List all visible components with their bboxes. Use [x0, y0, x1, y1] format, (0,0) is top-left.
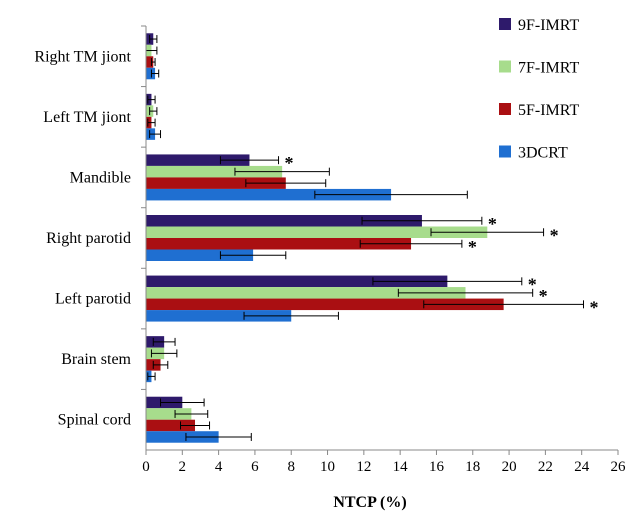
bar-5f-imrt-right-parotid [146, 238, 412, 250]
bar-3dcrt-right-tm-jiont [146, 67, 156, 80]
x-tick-label: 4 [215, 459, 223, 475]
bar-7f-imrt-left-parotid [146, 287, 466, 299]
bar-3dcrt-spinal-cord [146, 431, 219, 443]
category-label: Brain stem [61, 351, 131, 368]
x-tick-label: 26 [611, 459, 627, 475]
bar-9f-imrt-right-parotid [146, 215, 422, 227]
bar-5f-imrt-right-tm-jiont [146, 56, 154, 68]
legend-label: 7F-IMRT [518, 60, 579, 77]
x-tick-label: 16 [429, 459, 445, 475]
x-tick-label: 24 [574, 459, 590, 475]
bar-7f-imrt-mandible [146, 165, 283, 178]
bar-7f-imrt-right-parotid [146, 226, 488, 238]
category-label: Left parotid [55, 291, 131, 308]
legend: 9F-IMRT 7F-IMRT 5F-IMRT 3DCRT [499, 17, 579, 162]
bars-layer [146, 33, 504, 443]
category-label: Left TM jiont [43, 109, 131, 126]
legend-label: 3DCRT [518, 145, 568, 162]
bar-3dcrt-mandible [146, 188, 392, 201]
bar-7f-imrt-spinal-cord [146, 408, 192, 420]
error-bars-layer [145, 35, 585, 441]
category-label: Mandible [70, 169, 131, 186]
category-label: Right TM jiont [34, 48, 131, 65]
category-labels: Right TM jiont Left TM jiont Mandible Right… [34, 25, 146, 429]
x-tick-label: 0 [142, 459, 150, 475]
significance-marker: * [590, 297, 599, 317]
bar-5f-imrt-left-parotid [146, 298, 504, 311]
bar-5f-imrt-spinal-cord [146, 419, 196, 432]
x-tick-label: 14 [393, 459, 409, 475]
legend-swatch-9f-imrt [499, 18, 511, 30]
significance-marker: * [488, 214, 497, 234]
axes [145, 26, 618, 451]
bar-3dcrt-left-parotid [146, 310, 292, 322]
x-tick-label: 22 [538, 459, 553, 475]
significance-marker: * [468, 237, 477, 257]
significance-marker: * [539, 286, 548, 306]
significance-markers: ******* [285, 153, 599, 317]
legend-label: 9F-IMRT [518, 17, 579, 34]
x-tick-labels: 0 2 4 6 8 10 12 14 16 18 20 22 24 26 [142, 450, 626, 475]
legend-swatch-7f-imrt [499, 60, 511, 73]
bar-9f-imrt-mandible [146, 154, 250, 166]
bar-3dcrt-right-parotid [146, 249, 254, 261]
x-tick-label: 20 [502, 459, 517, 475]
x-tick-label: 18 [465, 459, 480, 475]
x-tick-label: 2 [179, 459, 187, 475]
legend-swatch-5f-imrt [499, 103, 511, 115]
legend-label: 5F-IMRT [518, 102, 579, 119]
x-tick-label: 8 [287, 459, 295, 475]
significance-marker: * [550, 225, 559, 245]
bar-9f-imrt-left-parotid [146, 275, 448, 288]
significance-marker: * [528, 274, 537, 294]
x-tick-label: 10 [320, 459, 335, 475]
category-label: Right parotid [46, 230, 131, 247]
legend-swatch-3dcrt [499, 145, 511, 158]
x-axis-title: NTCP (%) [333, 494, 406, 511]
x-tick-label: 12 [356, 459, 371, 475]
x-tick-label: 6 [251, 459, 259, 475]
category-label: Spinal cord [58, 412, 131, 429]
bar-5f-imrt-mandible [146, 177, 286, 189]
significance-marker: * [285, 153, 294, 173]
